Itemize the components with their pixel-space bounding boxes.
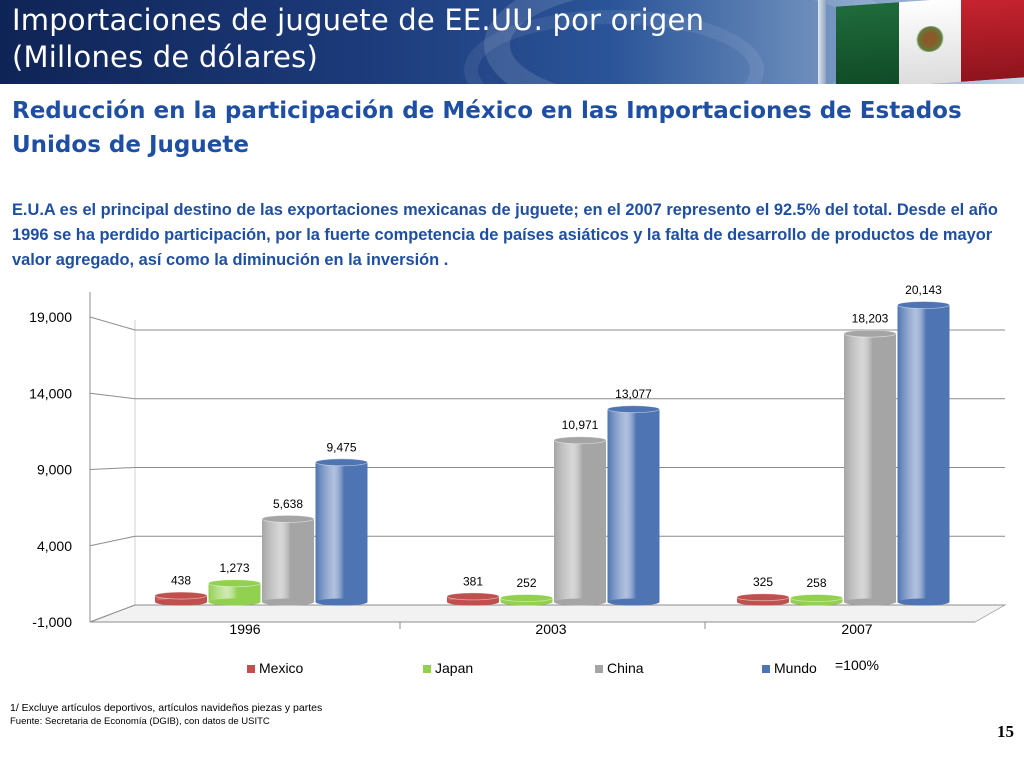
bar-japan-2003 bbox=[500, 594, 553, 606]
chart-floor bbox=[89, 604, 1007, 623]
source-note: Fuente: Secretaria de Economía (DGIB), c… bbox=[10, 716, 270, 727]
data-label: 258 bbox=[806, 576, 826, 590]
y-tick-label: 9,000 bbox=[37, 462, 72, 478]
bar-mexico-2003 bbox=[446, 592, 500, 606]
gridline-depth bbox=[89, 316, 136, 331]
flag-emblem-icon bbox=[915, 24, 945, 53]
gridline-depth bbox=[89, 535, 136, 547]
data-label: 9,475 bbox=[326, 440, 356, 454]
data-label: 5,638 bbox=[273, 497, 303, 511]
legend-label: Mundo bbox=[774, 660, 817, 676]
legend-swatch bbox=[595, 665, 603, 673]
data-label: 10,971 bbox=[562, 418, 599, 432]
data-label: 1,273 bbox=[219, 561, 249, 575]
legend-swatch bbox=[247, 665, 255, 673]
slide-body-text: E.U.A es el principal destino de las exp… bbox=[12, 201, 998, 269]
legend-swatch bbox=[423, 665, 431, 673]
legend-swatch bbox=[762, 665, 770, 673]
legend-note: =100% bbox=[835, 657, 879, 673]
y-tick-label: -1,000 bbox=[32, 614, 72, 630]
x-tick-label: 2007 bbox=[841, 621, 872, 637]
data-label: 381 bbox=[463, 574, 483, 588]
bar-japan-2007 bbox=[790, 594, 843, 606]
legend-item-mexico: Mexico bbox=[247, 660, 304, 676]
data-label: 20,143 bbox=[905, 283, 942, 297]
page-number: 15 bbox=[997, 722, 1014, 741]
flag-pole bbox=[818, 0, 826, 84]
bar-mundo-2007 bbox=[897, 301, 950, 606]
y-tick-label: 19,000 bbox=[29, 309, 72, 325]
chart-bars bbox=[154, 301, 950, 606]
bar-mundo-1996 bbox=[315, 458, 368, 606]
bar-mexico-2007 bbox=[736, 593, 790, 606]
bar-japan-1996 bbox=[208, 579, 261, 606]
legend-item-japan: Japan bbox=[423, 660, 473, 676]
slide-header: Importaciones de juguete de EE.UU. por o… bbox=[0, 0, 1024, 84]
gridline-depth bbox=[89, 604, 136, 623]
legend-item-china: China bbox=[595, 660, 644, 676]
footnote: 1/ Excluye artículos deportivos, artícul… bbox=[10, 702, 323, 714]
legend-item-mundo: Mundo bbox=[762, 660, 817, 676]
chart-data-labels: 438 381 325 1,273 252 258 5,638 10,971 18,203 9,4… bbox=[171, 283, 942, 590]
data-label: 325 bbox=[753, 575, 773, 589]
slide-title-line2: (Millones de dólares) bbox=[12, 40, 318, 74]
bar-mundo-2003 bbox=[607, 405, 660, 606]
data-label: 438 bbox=[171, 574, 191, 588]
legend-label: China bbox=[607, 660, 644, 676]
slide-title-line1: Importaciones de juguete de EE.UU. por o… bbox=[12, 3, 705, 37]
legend-label: Mexico bbox=[259, 660, 304, 676]
chart-axes: -1,000 4,000 9,000 14,000 19,000 1996 2003 2007 bbox=[29, 292, 975, 637]
x-tick-label: 1996 bbox=[229, 621, 260, 637]
data-label: 18,203 bbox=[852, 312, 889, 326]
y-tick-label: 4,000 bbox=[37, 538, 72, 554]
mexico-flag-image bbox=[836, 0, 1024, 84]
x-tick-label: 2003 bbox=[535, 621, 566, 637]
slide-subtitle: Reducción en la participación de México … bbox=[12, 98, 962, 158]
data-label: 252 bbox=[516, 576, 536, 590]
bar-china-2003 bbox=[553, 436, 607, 606]
gridline-depth bbox=[89, 392, 136, 400]
bar-china-2007 bbox=[843, 329, 897, 606]
data-label: 13,077 bbox=[615, 387, 652, 401]
bar-china-1996 bbox=[261, 514, 315, 606]
chart-legend: Mexico Japan China Mundo =100% bbox=[247, 657, 879, 676]
bar-mexico-1996 bbox=[154, 591, 208, 606]
slide-title: Importaciones de juguete de EE.UU. por o… bbox=[12, 2, 812, 76]
bar-chart: -1,000 4,000 9,000 14,000 19,000 1996 2003 2007… bbox=[29, 283, 1007, 676]
y-tick-label: 14,000 bbox=[29, 385, 72, 401]
gridline-depth bbox=[89, 467, 136, 470]
legend-label: Japan bbox=[435, 660, 473, 676]
